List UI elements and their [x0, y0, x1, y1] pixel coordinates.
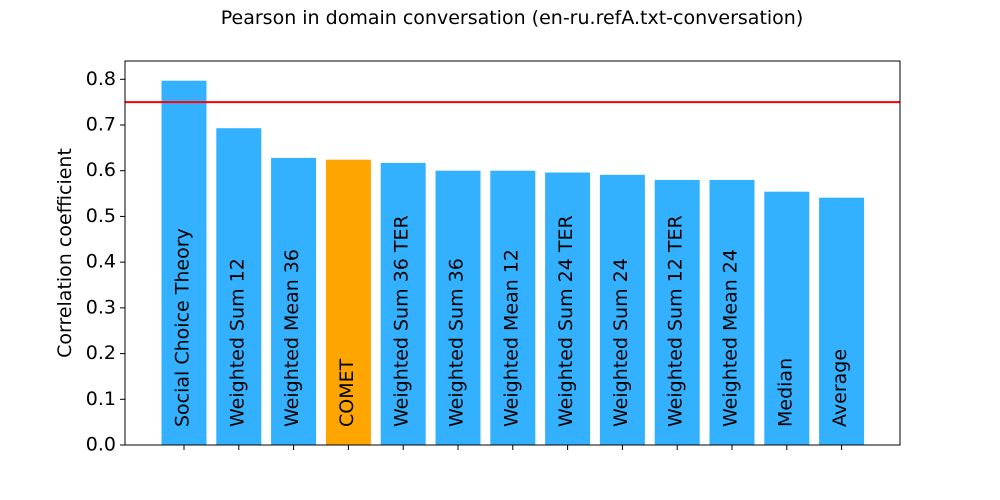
bar	[161, 80, 207, 445]
bar	[490, 170, 536, 445]
bar-label: Social Choice Theory	[172, 228, 194, 427]
bar	[216, 128, 262, 445]
x-axis	[183, 445, 843, 450]
bar-label: Weighted Sum 36	[446, 258, 468, 427]
y-tick-label: 0.4	[86, 251, 116, 273]
bar-label: Weighted Sum 36 TER	[391, 215, 413, 427]
bar	[819, 197, 865, 445]
y-tick-label: 0.5	[86, 205, 116, 227]
bar-label: Weighted Sum 24 TER	[555, 215, 577, 427]
bar	[545, 172, 591, 445]
bar	[435, 170, 481, 445]
y-axis: 0.0 0.1 0.2 0.3 0.4 0.5 0.6 0.7 0.8	[86, 68, 125, 456]
bar-label: Weighted Mean 12	[500, 249, 522, 427]
y-tick-label: 0.1	[86, 388, 116, 410]
bar-label: Weighted Sum 24	[610, 258, 632, 427]
bar-label: COMET	[336, 358, 358, 427]
bar-label: Weighted Sum 12 TER	[665, 215, 687, 427]
chart-title: Pearson in domain conversation (en-ru.re…	[221, 7, 804, 29]
y-tick-label: 0.6	[86, 159, 116, 181]
bars-layer: Social Choice Theory Weighted Sum 12 Weigh…	[161, 80, 865, 446]
bar	[654, 179, 700, 445]
bar-label: Weighted Sum 12	[226, 258, 248, 427]
bar-label: Median	[774, 358, 796, 427]
y-tick-label: 0.7	[86, 114, 116, 136]
y-axis-label: Correlation coefficient	[54, 148, 76, 358]
bar	[271, 157, 317, 445]
bar-label: Weighted Mean 24	[720, 249, 742, 427]
bar	[380, 162, 426, 445]
bar	[325, 159, 371, 445]
bar-label: Weighted Mean 36	[281, 249, 303, 427]
y-tick-label: 0.2	[86, 342, 116, 364]
bar	[764, 191, 810, 445]
bar	[709, 179, 755, 445]
bar-label: Average	[829, 349, 851, 427]
y-tick-label: 0.3	[86, 296, 116, 318]
y-tick-label: 0.0	[86, 434, 116, 456]
bar	[599, 174, 645, 446]
y-tick-label: 0.8	[86, 68, 116, 90]
plot-frame	[124, 60, 901, 446]
